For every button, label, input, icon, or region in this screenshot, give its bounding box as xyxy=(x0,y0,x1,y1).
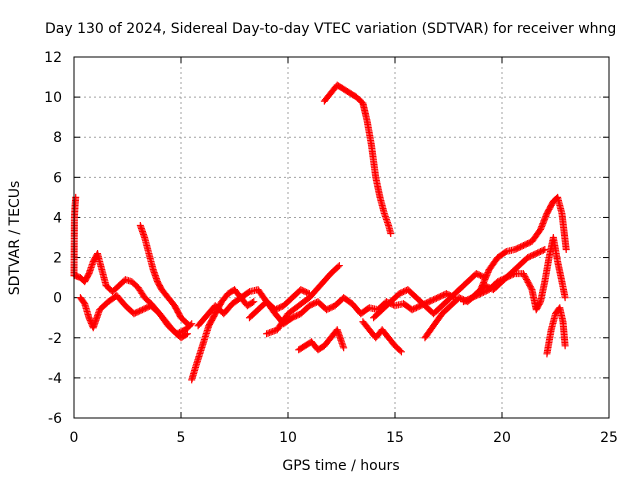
data-point xyxy=(250,298,258,306)
y-tick-label: -6 xyxy=(48,411,62,427)
y-axis-label: SDTVAR / TECUs xyxy=(7,181,23,296)
series-trace-a xyxy=(70,193,80,280)
x-tick-label: 5 xyxy=(177,430,186,446)
y-tick-label: -4 xyxy=(48,371,62,387)
series-trace-l xyxy=(370,270,489,322)
data-point xyxy=(396,347,404,355)
series-trace-h xyxy=(263,262,343,338)
series-trace-o xyxy=(459,234,569,314)
data-point xyxy=(335,262,343,270)
x-tick-label: 20 xyxy=(493,430,511,446)
series-trace-k xyxy=(359,318,405,356)
data-point xyxy=(539,246,547,254)
chart-title: Day 130 of 2024, Sidereal Day-to-day VTE… xyxy=(45,21,616,37)
data-point xyxy=(334,263,342,271)
data-point xyxy=(184,321,192,329)
data-point xyxy=(562,246,570,254)
plot-frame xyxy=(73,56,610,419)
y-tick-label: -2 xyxy=(48,331,62,347)
y-tick-label: 4 xyxy=(53,210,62,226)
data-point xyxy=(182,331,190,339)
data-point xyxy=(72,193,80,201)
series-trace-f xyxy=(194,286,313,330)
y-tick-label: 8 xyxy=(53,130,62,146)
y-tick-label: 10 xyxy=(44,90,62,106)
data-point xyxy=(183,330,191,338)
y-tick-label: 2 xyxy=(53,251,62,267)
x-tick-label: 0 xyxy=(70,430,79,446)
x-tick-label: 25 xyxy=(600,430,618,446)
data-point xyxy=(561,294,569,302)
x-tick-labels: 0 5 10 15 20 25 xyxy=(70,430,618,446)
x-tick-label: 15 xyxy=(386,430,404,446)
data-point xyxy=(561,342,569,350)
series-trace-j xyxy=(295,326,348,354)
y-tick-label: 6 xyxy=(53,170,62,186)
data-point xyxy=(509,270,517,278)
x-axis-label: GPS time / hours xyxy=(282,458,399,474)
data-point xyxy=(387,229,395,237)
data-points xyxy=(70,81,570,384)
data-point xyxy=(248,298,256,306)
y-tick-label: 12 xyxy=(44,50,62,66)
series-trace-p xyxy=(543,304,569,358)
data-point xyxy=(340,344,348,352)
axis-ticks xyxy=(73,56,610,419)
data-point xyxy=(397,348,405,356)
data-point xyxy=(186,322,194,330)
series-trace-i xyxy=(320,81,395,237)
y-tick-labels: -6 -4 -2 0 2 4 6 8 10 12 xyxy=(44,50,62,427)
data-point xyxy=(541,246,549,254)
data-point xyxy=(244,289,252,297)
series-trace-c xyxy=(76,292,196,338)
data-point xyxy=(501,248,509,256)
series-trace-e xyxy=(188,286,258,384)
grid xyxy=(74,57,609,418)
x-tick-label: 10 xyxy=(279,430,297,446)
series-trace-d xyxy=(136,221,194,330)
y-tick-label: 0 xyxy=(53,291,62,307)
data-point xyxy=(527,284,535,292)
